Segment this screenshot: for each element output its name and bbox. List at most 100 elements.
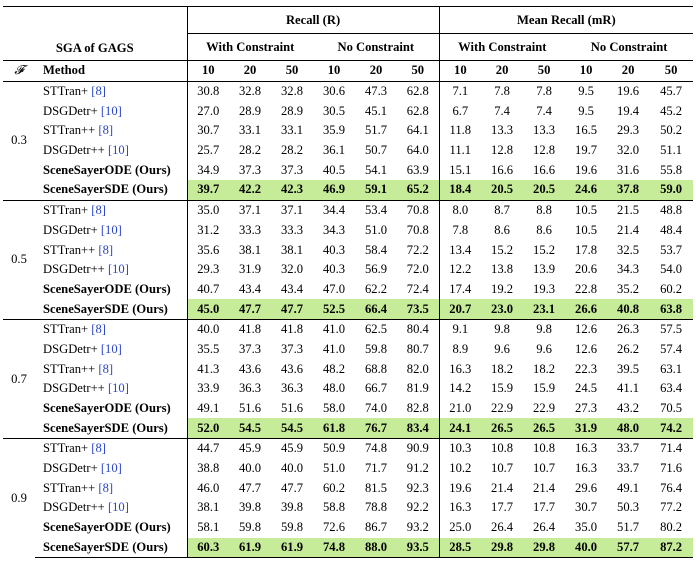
citation-link[interactable]: [8] (98, 123, 114, 138)
method-name: STTran++ (43, 480, 96, 495)
value-cell: 20.5 (523, 180, 566, 201)
value-cell: 48.2 (322, 361, 346, 376)
table-row: DSGDetr++ [10] 38.1 39.8 39.8 58.8 78.8 92.2 16… (3, 498, 693, 518)
value-cell: 74.8 (355, 438, 397, 459)
value-cell: 70.8 (406, 222, 429, 237)
header-row-groups: SGA of GAGS Recall (R) Mean Recall (mR) (3, 6, 694, 61)
table-row-highlight: SceneSayerSDE (Ours) 52.0 54.5 54.5 61.8 76.7… (3, 418, 694, 439)
value-cell: 66.7 (364, 381, 388, 396)
value-cell: 86.7 (364, 520, 388, 535)
value-cell: 12.6 (575, 341, 598, 356)
k-header: 10 (313, 60, 355, 82)
citation-link[interactable]: [10] (100, 461, 122, 476)
value-cell: 70.5 (660, 401, 683, 416)
value-cell: 93.5 (397, 537, 440, 559)
citation-link[interactable]: [8] (98, 480, 114, 495)
value-cell: 18.4 (438, 180, 482, 201)
value-cell: 56.9 (364, 262, 388, 277)
value-cell: 39.7 (186, 180, 229, 201)
citation-link[interactable]: [10] (100, 341, 122, 356)
value-cell: 43.2 (617, 401, 640, 416)
method-cell: SceneSayerSDE (Ours) (35, 180, 187, 200)
value-cell: 63.9 (406, 162, 429, 177)
k-header: 50 (649, 60, 694, 82)
f-value: 0.5 (3, 199, 35, 320)
citation-link[interactable]: [8] (91, 203, 106, 218)
value-cell: 22.3 (575, 361, 598, 376)
method-name: STTran++ (43, 361, 96, 376)
table-row: STTran++ [8] 41.3 43.6 43.6 48.2 68.8 82.0 16.3… (3, 359, 693, 379)
method-cell: STTran++ [8] (35, 121, 187, 141)
value-cell: 58.8 (322, 500, 346, 515)
value-cell: 26.3 (607, 318, 650, 340)
method-cell: DSGDetr++ [10] (35, 141, 187, 161)
citation-link[interactable]: [10] (100, 222, 122, 237)
value-cell: 59.8 (364, 341, 388, 356)
value-cell: 33.7 (617, 461, 640, 476)
citation-link[interactable]: [8] (91, 441, 106, 456)
value-cell: 41.8 (271, 318, 313, 340)
value-cell: 46.0 (186, 478, 229, 499)
citation-link[interactable]: [10] (100, 103, 122, 118)
value-cell: 15.9 (533, 381, 556, 396)
value-cell: 74.0 (364, 401, 388, 416)
value-cell: 15.2 (533, 242, 556, 257)
value-cell: 39.8 (280, 500, 304, 515)
value-cell: 10.5 (565, 199, 608, 221)
value-cell: 48.4 (660, 222, 683, 237)
value-cell: 19.2 (491, 281, 514, 296)
citation-link[interactable]: [8] (91, 84, 106, 99)
method-cell: SceneSayerSDE (Ours) (35, 299, 187, 319)
method-cell: SceneSayerSDE (Ours) (35, 418, 187, 438)
citation-link[interactable]: [8] (98, 361, 114, 376)
value-cell: 26.2 (617, 341, 640, 356)
citation-link[interactable]: [10] (107, 500, 129, 515)
value-cell: 30.6 (313, 80, 355, 102)
value-cell: 17.7 (491, 500, 514, 515)
value-cell: 24.5 (575, 381, 598, 396)
value-cell: 28.5 (438, 537, 482, 559)
value-cell: 61.9 (229, 537, 271, 559)
value-cell: 32.8 (271, 80, 313, 102)
citation-link[interactable]: [10] (107, 262, 129, 277)
citation-link[interactable]: [10] (107, 381, 129, 396)
value-cell: 45.7 (649, 80, 694, 102)
value-cell: 8.7 (481, 199, 524, 221)
value-cell: 47.3 (355, 80, 397, 102)
value-cell: 43.6 (238, 361, 262, 376)
citation-link[interactable]: [8] (91, 322, 106, 337)
method-cell: SceneSayerODE (Ours) (35, 280, 187, 300)
value-cell: 13.3 (533, 123, 556, 138)
table-body: 0.3 STTran+ [8] 30.8 32.8 32.8 30.6 47.3 62.8 7.… (3, 80, 694, 559)
value-cell: 70.8 (397, 199, 440, 221)
value-cell: 88.0 (355, 537, 397, 559)
value-cell: 6.7 (438, 101, 482, 122)
table-row: DSGDetr+ [10] 27.0 28.9 28.9 30.5 45.1 62.8 6.7… (3, 101, 693, 122)
recall-with-constraint-header: With Constraint (186, 33, 313, 61)
value-cell: 41.1 (617, 381, 640, 396)
value-cell: 18.2 (533, 361, 556, 376)
value-cell: 32.0 (280, 262, 304, 277)
value-cell: 63.4 (660, 381, 683, 396)
value-cell: 47.7 (229, 299, 271, 320)
value-cell: 48.0 (322, 381, 346, 396)
value-cell: 52.0 (186, 418, 229, 439)
value-cell: 37.1 (271, 199, 313, 221)
method-name: DSGDetr+ (43, 461, 98, 476)
value-cell: 16.3 (575, 461, 598, 476)
citation-link[interactable]: [8] (98, 242, 114, 257)
value-cell: 74.8 (313, 537, 355, 559)
value-cell: 49.1 (186, 398, 229, 419)
sga-label: SGA of GAGS (3, 6, 187, 61)
value-cell: 46.9 (313, 180, 355, 201)
method-name: STTran++ (43, 123, 96, 138)
value-cell: 10.7 (533, 461, 556, 476)
value-cell: 91.2 (406, 461, 429, 476)
method-name: DSGDetr++ (43, 143, 105, 158)
value-cell: 40.8 (607, 299, 650, 320)
value-cell: 76.7 (355, 418, 397, 439)
citation-link[interactable]: [10] (107, 143, 129, 158)
value-cell: 54.5 (229, 418, 271, 439)
method-name: SceneSayerSDE (Ours) (43, 539, 168, 554)
value-cell: 27.0 (186, 101, 229, 122)
